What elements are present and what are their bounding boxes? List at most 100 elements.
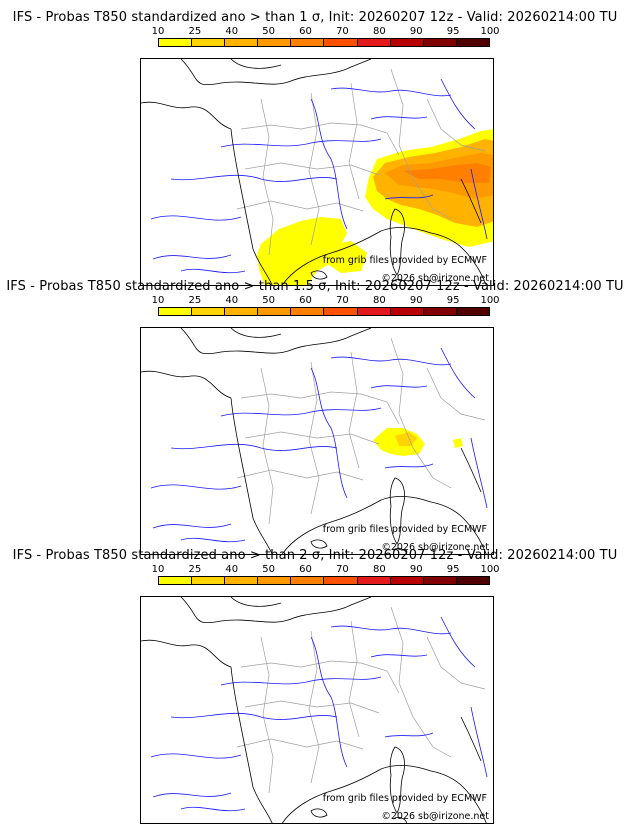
legend-tick-95: 95 <box>446 564 460 575</box>
legend-swatch-5 <box>291 308 325 315</box>
panel-title: IFS - Probas T850 standardized ano > tha… <box>12 10 618 25</box>
legend-tick-25: 25 <box>188 295 202 306</box>
probability-map: from grib files provided by ECMWF ©2026 … <box>140 58 494 286</box>
credit-source: from grib files provided by ECMWF <box>322 255 487 266</box>
legend-swatch-4 <box>258 39 292 46</box>
rivers <box>150 78 488 274</box>
legend-swatch-3 <box>225 577 259 584</box>
legend-swatch-4 <box>258 308 292 315</box>
panel-sigma-1-5: IFS - Probas T850 standardized ano > tha… <box>0 279 630 555</box>
admin-borders <box>236 606 486 794</box>
legend-color-bar <box>158 307 490 316</box>
legend-swatch-9 <box>423 308 457 315</box>
legend-swatch-2 <box>192 39 226 46</box>
rivers <box>150 347 488 543</box>
legend-swatch-2 <box>192 308 226 315</box>
panel-sigma-1: IFS - Probas T850 standardized ano > tha… <box>0 10 630 286</box>
admin-borders <box>236 68 486 256</box>
coast-brittany <box>141 101 232 130</box>
legend-swatch-9 <box>423 39 457 46</box>
corsica <box>389 208 405 276</box>
legend-tick-25: 25 <box>188 26 202 37</box>
legend-tick-100: 100 <box>480 26 500 37</box>
credit-copyright: ©2026 sb@irizone.net <box>381 542 489 553</box>
legend-swatch-5 <box>291 39 325 46</box>
legend-swatch-6 <box>324 308 358 315</box>
legend-swatch-3 <box>225 308 259 315</box>
prob-area-orange3 <box>403 163 491 183</box>
legend-tick-labels: 10 25 40 50 60 70 80 90 95 100 <box>152 295 500 307</box>
coastlines <box>141 328 487 554</box>
legend-swatch-7 <box>357 308 391 315</box>
legend-swatch-3 <box>225 39 259 46</box>
legend-tick-10: 10 <box>151 295 165 306</box>
panel-sigma-2: IFS - Probas T850 standardized ano > tha… <box>0 548 630 824</box>
legend-swatch-9 <box>423 577 457 584</box>
legend-tick-90: 90 <box>409 295 423 306</box>
legend-tick-60: 60 <box>299 26 312 37</box>
color-legend: 10 25 40 50 60 70 80 90 95 100 <box>152 564 500 594</box>
color-legend: 10 25 40 50 60 70 80 90 95 100 <box>152 26 500 56</box>
sardinia <box>392 279 408 285</box>
coastlines <box>141 59 487 285</box>
legend-tick-95: 95 <box>446 295 460 306</box>
coast-uk <box>230 59 282 69</box>
legend-tick-80: 80 <box>372 26 386 37</box>
legend-tick-90: 90 <box>409 564 423 575</box>
prob-area-yellow-med2 <box>321 241 367 273</box>
coast-atlantic <box>230 128 273 285</box>
panel-title: IFS - Probas T850 standardized ano > tha… <box>12 548 618 563</box>
legend-swatch-8 <box>390 308 424 315</box>
admin-borders <box>236 337 486 525</box>
legend-swatch-8 <box>390 577 424 584</box>
legend-swatch-8 <box>390 39 424 46</box>
legend-tick-40: 40 <box>225 26 239 37</box>
legend-tick-70: 70 <box>336 26 349 37</box>
probability-map: from grib files provided by ECMWF ©2026 … <box>140 596 494 824</box>
credit-source: from grib files provided by ECMWF <box>322 524 487 535</box>
legend-tick-10: 10 <box>151 26 165 37</box>
credit-copyright: ©2026 sb@irizone.net <box>381 811 489 822</box>
legend-tick-70: 70 <box>336 295 349 306</box>
legend-swatch-6 <box>324 577 358 584</box>
prob-area-yellow-med <box>257 217 347 285</box>
legend-tick-40: 40 <box>225 295 239 306</box>
legend-tick-60: 60 <box>299 564 312 575</box>
prob-area-orange-alps <box>395 432 417 446</box>
coast-balearic <box>310 270 328 280</box>
legend-tick-95: 95 <box>446 26 460 37</box>
legend-swatch-10 <box>456 39 489 46</box>
legend-tick-60: 60 <box>299 295 312 306</box>
legend-swatch-4 <box>258 577 292 584</box>
map-canvas <box>141 597 488 823</box>
legend-color-bar <box>158 576 490 585</box>
legend-tick-70: 70 <box>336 564 349 575</box>
legend-swatch-1 <box>159 308 193 315</box>
legend-tick-50: 50 <box>262 26 276 37</box>
legend-color-bar <box>158 38 490 47</box>
credit-copyright: ©2026 sb@irizone.net <box>381 273 489 284</box>
coast-italy-east <box>460 178 482 224</box>
legend-tick-50: 50 <box>262 564 276 575</box>
legend-tick-80: 80 <box>372 295 386 306</box>
panel-title: IFS - Probas T850 standardized ano > tha… <box>6 279 624 294</box>
coastlines <box>141 597 487 823</box>
coast-med <box>281 227 432 285</box>
legend-tick-90: 90 <box>409 26 423 37</box>
legend-swatch-5 <box>291 577 325 584</box>
map-canvas <box>141 59 493 285</box>
legend-tick-40: 40 <box>225 564 239 575</box>
legend-tick-50: 50 <box>262 295 276 306</box>
legend-tick-labels: 10 25 40 50 60 70 80 90 95 100 <box>152 26 500 38</box>
legend-swatch-7 <box>357 577 391 584</box>
legend-swatch-7 <box>357 39 391 46</box>
legend-swatch-1 <box>159 39 193 46</box>
legend-swatch-6 <box>324 39 358 46</box>
legend-tick-100: 100 <box>480 295 500 306</box>
legend-tick-10: 10 <box>151 564 165 575</box>
coast-italy <box>430 232 487 285</box>
legend-tick-100: 100 <box>480 564 500 575</box>
color-legend: 10 25 40 50 60 70 80 90 95 100 <box>152 295 500 325</box>
credit-source: from grib files provided by ECMWF <box>322 793 487 804</box>
prob-area-yellow-small <box>453 438 463 448</box>
